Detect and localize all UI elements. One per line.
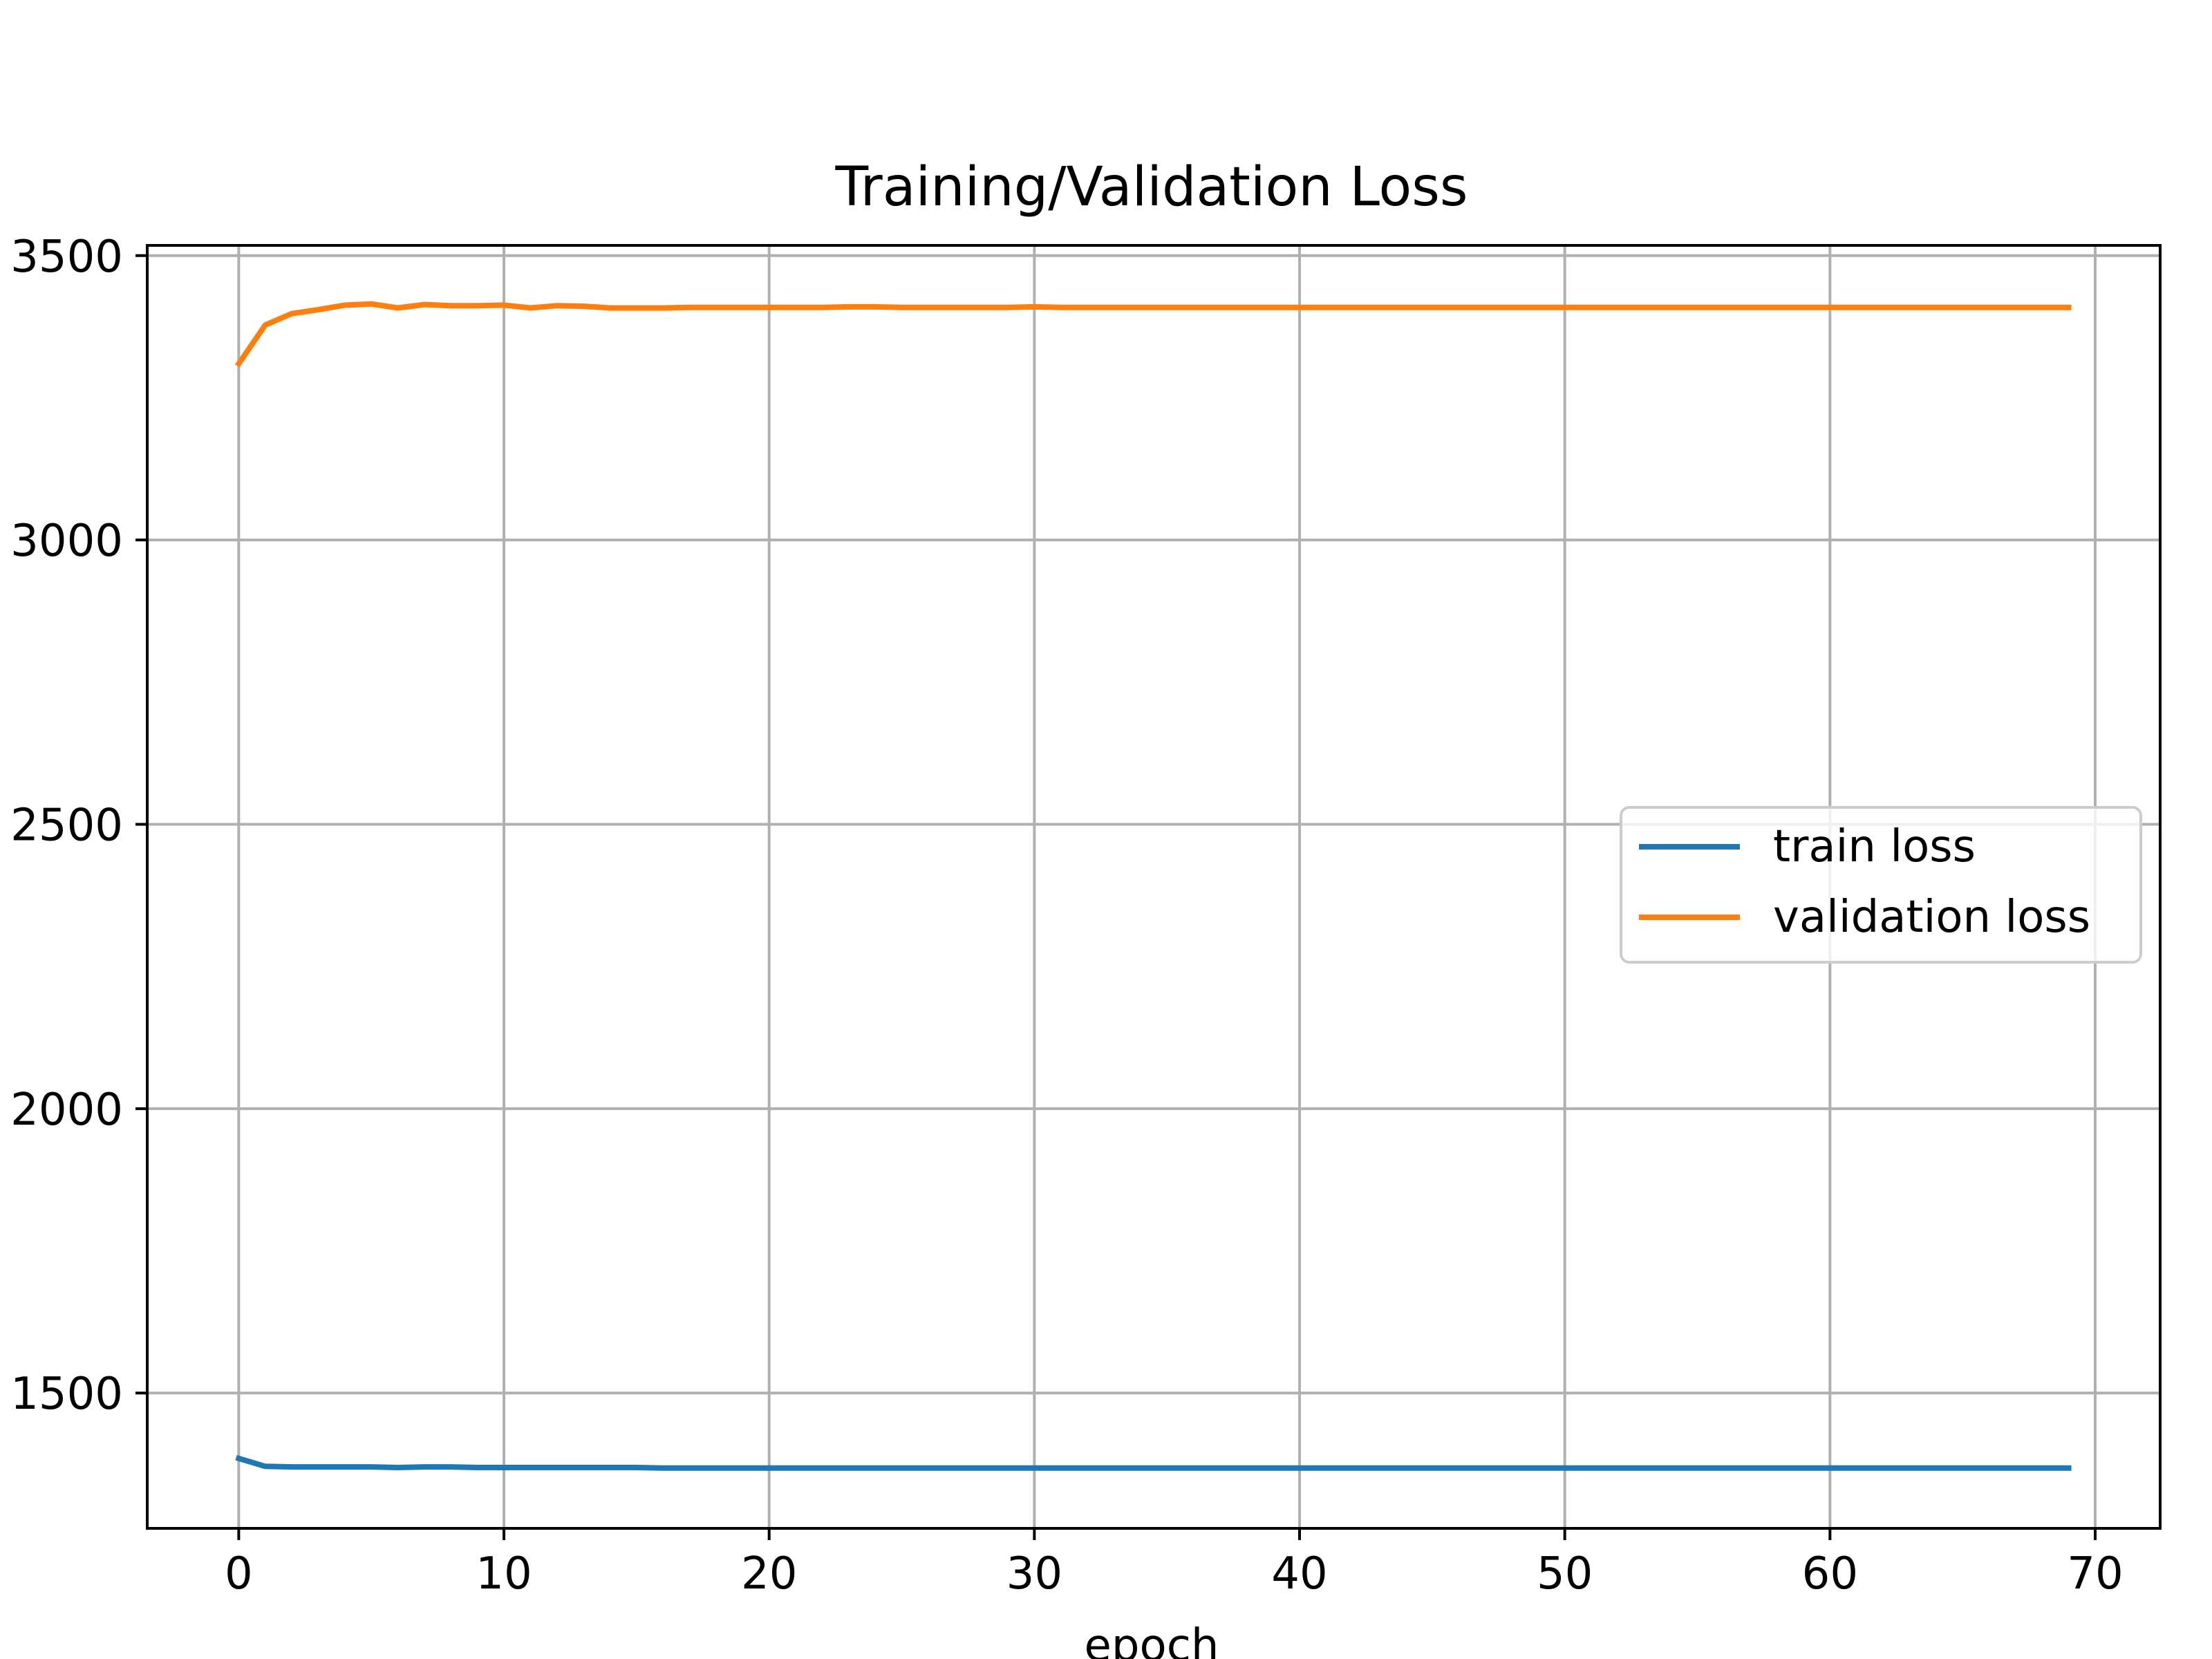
x-axis-label: epoch bbox=[1085, 1620, 1219, 1659]
legend-label-validation-loss: validation loss bbox=[1773, 892, 2090, 943]
legend: train loss validation loss bbox=[1620, 806, 2142, 964]
x-tick-label: 10 bbox=[476, 1548, 532, 1600]
legend-label-train-loss: train loss bbox=[1773, 821, 1976, 872]
series-line-train-loss bbox=[235, 1454, 2072, 1471]
x-tick-label: 40 bbox=[1271, 1548, 1327, 1600]
x-tick-label: 0 bbox=[225, 1548, 253, 1600]
x-tick-label: 60 bbox=[1802, 1548, 1858, 1600]
y-tick-label: 1500 bbox=[10, 1369, 123, 1420]
legend-box bbox=[1620, 806, 2142, 964]
y-tick-label: 3000 bbox=[10, 516, 123, 567]
y-tick-label: 2000 bbox=[10, 1085, 123, 1136]
x-tick-label: 30 bbox=[1006, 1548, 1062, 1600]
y-tick-label: 2500 bbox=[10, 800, 123, 852]
axes-frame bbox=[146, 244, 2162, 1530]
x-tick-label: 20 bbox=[741, 1548, 797, 1600]
y-tick-label: 3500 bbox=[10, 232, 123, 283]
chart-title: Training/Validation Loss bbox=[834, 156, 1468, 218]
x-tick-label: 50 bbox=[1537, 1548, 1593, 1600]
x-tick-label: 70 bbox=[2067, 1548, 2123, 1600]
series-line-validation-loss bbox=[234, 301, 2072, 368]
